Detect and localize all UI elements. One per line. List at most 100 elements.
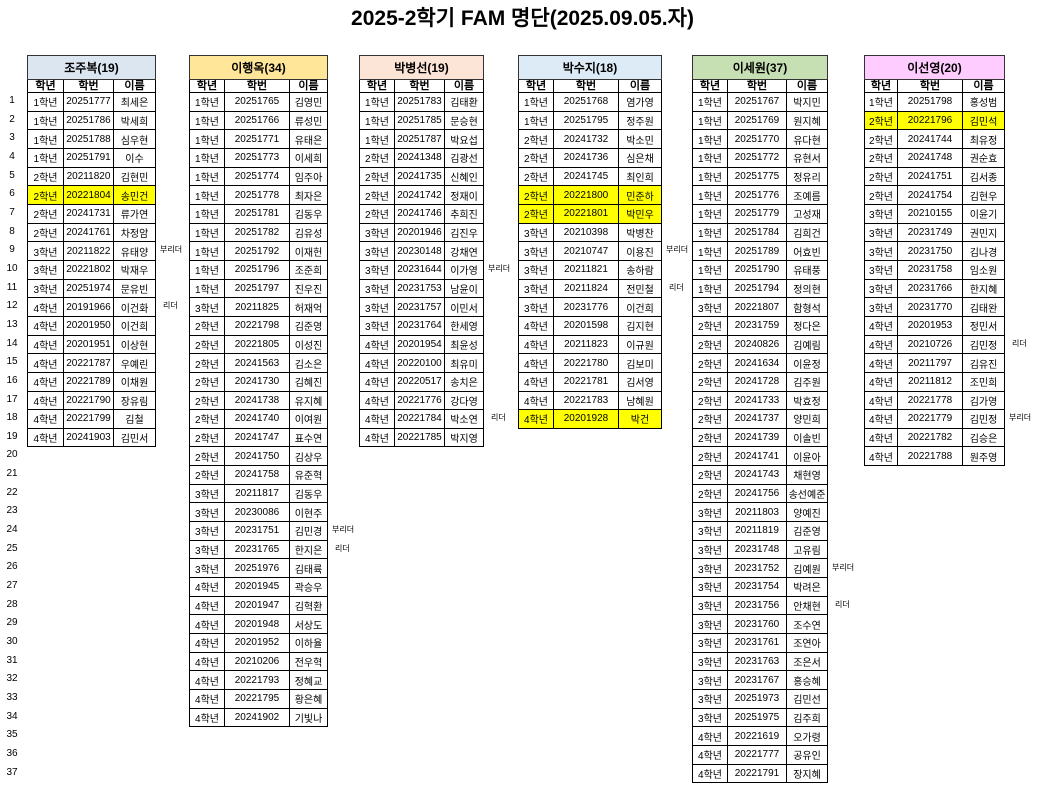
grade-cell: 2학년 (359, 147, 395, 168)
table-row: 2학년 20241750 김상우 (189, 446, 329, 467)
name-cell: 박소연 (443, 409, 485, 429)
student-id-cell: 20211803 (727, 502, 787, 523)
grade-cell: 3학년 (692, 577, 728, 597)
name-cell: 조민희 (961, 371, 1006, 392)
student-id-cell: 20241728 (727, 371, 787, 392)
student-id-cell: 20251792 (224, 241, 290, 261)
grade-cell: 3학년 (189, 483, 225, 504)
name-cell: 정다은 (785, 315, 829, 336)
table-row: 4학년 20220100 최유미 (359, 353, 485, 373)
table-row: 1학년 20251789 어효빈 (692, 241, 829, 261)
table-row: 3학년 20231763 조은서 (692, 651, 829, 672)
table-row: 3학년 20230086 이현주 (189, 502, 329, 523)
student-id-cell: 20201948 (224, 614, 290, 635)
grade-cell: 4학년 (864, 390, 898, 411)
grade-cell: 2학년 (692, 446, 728, 467)
table-row: 2학년 20241732 박소민 (518, 129, 663, 149)
grade-cell: 1학년 (189, 222, 225, 243)
name-cell: 어효빈 (785, 241, 829, 261)
role-note: 부리더 (160, 245, 183, 255)
row-number: 37 (6, 766, 18, 778)
name-cell: 유지혜 (288, 390, 329, 411)
student-id-cell: 20231753 (394, 278, 445, 299)
grade-cell: 2학년 (864, 185, 898, 205)
name-cell: 최윤성 (443, 334, 485, 355)
row-number: 6 (9, 188, 15, 200)
name-cell: 송선예준 (785, 483, 829, 504)
name-cell: 김승은 (961, 427, 1006, 448)
table-row: 3학년 20251976 김태륙 (189, 558, 329, 579)
name-cell: 류성민 (288, 110, 329, 131)
student-id-cell: 20251794 (727, 278, 787, 299)
table-row: 1학년 20251770 유다현 (692, 129, 829, 149)
table-row: 3학년 20231766 한지혜 (864, 278, 1006, 299)
grade-cell: 3학년 (189, 539, 225, 560)
table-row: 2학년 20241743 채현영 (692, 465, 829, 485)
name-cell: 박지영 (443, 427, 485, 448)
row-number: 7 (9, 206, 15, 218)
grade-cell: 1학년 (692, 92, 728, 112)
name-cell: 이재헌 (288, 241, 329, 261)
table-row: 1학년 20251792 이재헌 (189, 241, 329, 261)
name-cell: 서상도 (288, 614, 329, 635)
grade-cell: 2학년 (692, 334, 728, 355)
name-cell: 유태풍 (785, 259, 829, 280)
student-id-cell: 20241730 (224, 371, 290, 392)
student-id-cell: 20201928 (553, 409, 619, 429)
grade-cell: 2학년 (518, 129, 554, 149)
row-number-column: 1 2 3 4 5 6 7 8 9 10 11 12 13 14 15 16 17 18 19 20 21 22 23 24 2… (0, 92, 24, 782)
table-row: 1학년 20251788 심우현 (27, 129, 157, 149)
student-id-cell: 20221796 (897, 110, 963, 131)
table-row: 4학년 20211812 조민희 (864, 371, 1006, 392)
group-table: 조주복(19) 학년 학번 이름 1학년 20251777 최세은 1학년 20251786 박세… (26, 55, 157, 448)
student-id-cell: 20251973 (727, 689, 787, 709)
student-id-cell: 20221807 (727, 297, 787, 317)
grade-cell: 1학년 (692, 110, 728, 131)
student-id-cell: 20241736 (553, 147, 619, 168)
grade-cell: 2학년 (692, 483, 728, 504)
name-cell: 안채현 (785, 595, 829, 616)
table-row: 4학년 20220517 송치은 (359, 371, 485, 392)
table-row: 4학년 20221619 오가령 (692, 726, 829, 746)
grade-cell: 1학년 (189, 185, 225, 205)
student-id-cell: 20221804 (63, 185, 114, 205)
student-id-cell: 20221779 (897, 409, 963, 429)
table-row: 2학년 20221796 김민석 (864, 110, 1006, 131)
student-id-cell: 20221777 (727, 744, 787, 765)
name-cell: 이민서 (443, 297, 485, 317)
grade-cell: 3학년 (692, 539, 728, 560)
grade-cell: 3학년 (518, 222, 554, 243)
name-cell: 한지혜 (961, 278, 1006, 299)
grade-cell: 3학년 (518, 297, 554, 317)
table-row: 2학년 20241748 권순효 (864, 147, 1006, 168)
row-number: 34 (6, 710, 18, 722)
table-row: 3학년 20231776 이건희 (518, 297, 663, 317)
table-row: 3학년 20221802 박재우 (27, 259, 157, 280)
student-id-cell: 20191966 (63, 297, 114, 317)
table-row: 4학년 20221777 공유인 (692, 744, 829, 765)
table-row: 1학년 20251796 조준희 (189, 259, 329, 280)
grade-cell: 1학년 (189, 147, 225, 168)
name-cell: 박건 (617, 409, 663, 429)
name-cell: 박려은 (785, 577, 829, 597)
table-row: 4학년 20221787 우예린 (27, 353, 157, 373)
name-cell: 최유미 (443, 353, 485, 373)
grade-cell: 4학년 (518, 353, 554, 373)
table-row: 3학년 20231644 이가영 (359, 259, 485, 280)
row-number: 21 (6, 468, 18, 480)
name-cell: 김광선 (443, 147, 485, 168)
grade-cell: 4학년 (189, 651, 225, 672)
grade-cell: 3학년 (692, 595, 728, 616)
name-cell: 한세영 (443, 315, 485, 336)
row-number: 23 (6, 505, 18, 517)
grade-cell: 1학년 (189, 129, 225, 149)
table-row: 4학년 20221795 황은혜 (189, 689, 329, 709)
student-id-cell: 20201951 (63, 334, 114, 355)
table-row: 3학년 20231765 한지은 (189, 539, 329, 560)
student-id-cell: 20251766 (224, 110, 290, 131)
student-id-cell: 20211820 (63, 166, 114, 187)
table-row: 1학년 20251786 박세희 (27, 110, 157, 131)
table-row: 2학년 20241742 정재이 (359, 185, 485, 205)
name-cell: 송치은 (443, 371, 485, 392)
name-cell: 조은서 (785, 651, 829, 672)
